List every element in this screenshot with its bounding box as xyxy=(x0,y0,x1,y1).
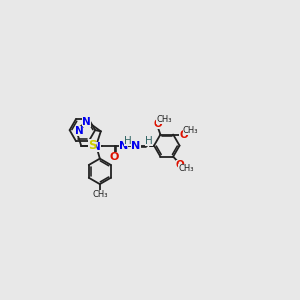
Text: N: N xyxy=(75,126,83,136)
Text: N: N xyxy=(131,141,141,151)
Text: CH₃: CH₃ xyxy=(156,115,172,124)
Text: N: N xyxy=(119,141,128,151)
Text: O: O xyxy=(110,152,119,162)
Text: O: O xyxy=(154,119,162,129)
Text: CH₃: CH₃ xyxy=(178,164,194,173)
Text: H: H xyxy=(124,136,132,146)
Text: N: N xyxy=(82,117,91,127)
Text: S: S xyxy=(88,139,96,152)
Text: H: H xyxy=(145,136,152,146)
Text: N: N xyxy=(92,142,101,152)
Text: O: O xyxy=(176,160,184,170)
Text: CH₃: CH₃ xyxy=(183,126,198,135)
Text: CH₃: CH₃ xyxy=(92,190,108,199)
Text: O: O xyxy=(179,130,188,140)
